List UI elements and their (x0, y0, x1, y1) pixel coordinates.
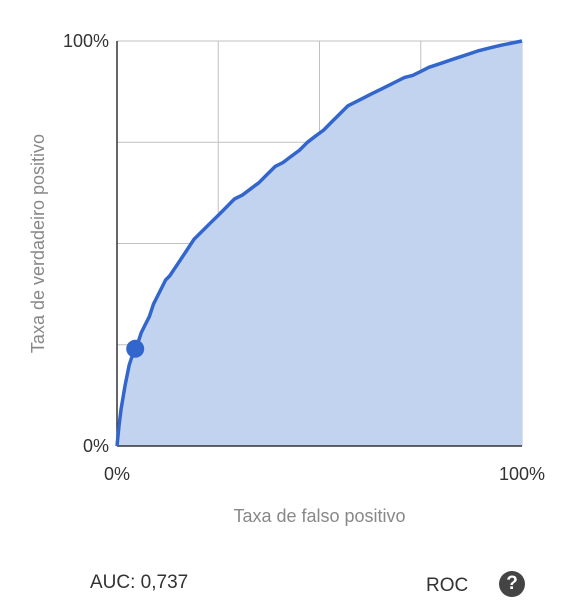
x-tick-label-max: 100% (499, 464, 545, 484)
roc-area (117, 41, 522, 446)
operating-point[interactable] (126, 339, 145, 358)
y-tick-label-max: 100% (63, 31, 109, 51)
x-axis-title: Taxa de falso positivo (233, 506, 405, 526)
help-icon[interactable]: ? (499, 571, 525, 597)
axes (116, 41, 522, 447)
x-tick-label-min: 0% (104, 464, 130, 484)
roc-label: ROC (426, 575, 469, 596)
roc-chart: 100% 0% 0% 100% Taxa de falso positivo Taxa… (28, 31, 545, 526)
roc-curve (115, 39, 523, 447)
y-tick-label-min: 0% (83, 436, 109, 456)
auc-value: AUC: 0,737 (90, 572, 189, 593)
tick-labels: 100% 0% 0% 100% (63, 31, 545, 484)
y-axis-title: Taxa de verdadeiro positivo (28, 134, 48, 353)
